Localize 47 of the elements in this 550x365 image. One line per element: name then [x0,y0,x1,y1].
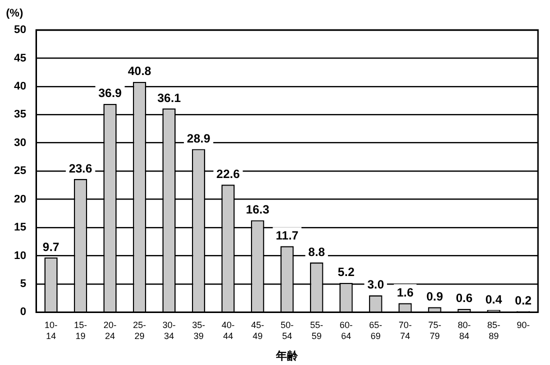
y-tick-label: 35 [14,108,26,121]
data-label: 23.6 [68,161,93,176]
x-tick-label: 20-24 [104,320,117,341]
x-tick-label: 40-44 [222,320,235,341]
data-label: 5.2 [338,265,355,280]
data-label: 0.9 [426,289,444,304]
data-label: 11.7 [276,228,299,242]
data-label: 36.9 [98,86,122,100]
y-tick-label: 20 [14,193,26,206]
y-tick-label: 45 [14,52,26,64]
y-tick-label: 50 [14,24,26,36]
x-tick-label: 25-29 [133,320,146,341]
x-tick-label: 45-49 [251,320,264,341]
x-tick-label: 85-89 [487,320,500,341]
x-tick-label: 70-74 [398,320,412,341]
y-tick-label: 40 [14,80,26,92]
x-tick-label: 65-69 [369,320,382,341]
data-label: 36.1 [157,90,182,105]
x-tick-label: 75-79 [428,320,442,341]
data-label: 40.8 [128,64,152,78]
y-tick-label: 10 [14,250,26,262]
x-tick-label: 10-14 [44,320,58,341]
data-label: 1.6 [396,285,414,300]
x-tick-label: 60-64 [340,320,353,341]
data-label: 9.7 [42,240,60,254]
data-label: 22.6 [216,166,240,181]
x-tick-label: 55-59 [310,320,324,341]
y-tick-label: 15 [14,222,26,234]
data-label: 28.9 [186,131,211,146]
data-label: 16.3 [246,202,270,217]
y-tick-label: 25 [14,165,26,178]
data-label: 3.0 [367,278,384,292]
x-tick-label: 30-34 [162,320,176,341]
x-tick-label: 35-39 [192,320,206,341]
x-tick-label: 50-54 [280,320,294,341]
data-label: 8.8 [308,244,326,259]
x-tick-label: 80-84 [458,320,471,341]
data-label: 0.6 [456,291,473,306]
x-tick-label: 90- [516,320,530,330]
data-label: 0.2 [514,293,532,308]
x-axis-title: 年齢 [275,349,300,362]
x-tick-label: 15-19 [74,320,88,341]
y-tick-label: 5 [20,278,26,290]
y-tick-label: 30 [14,136,26,149]
y-tick-label: 0 [20,306,26,318]
y-axis-title: (%) [6,8,24,20]
data-label: 0.4 [485,292,502,306]
